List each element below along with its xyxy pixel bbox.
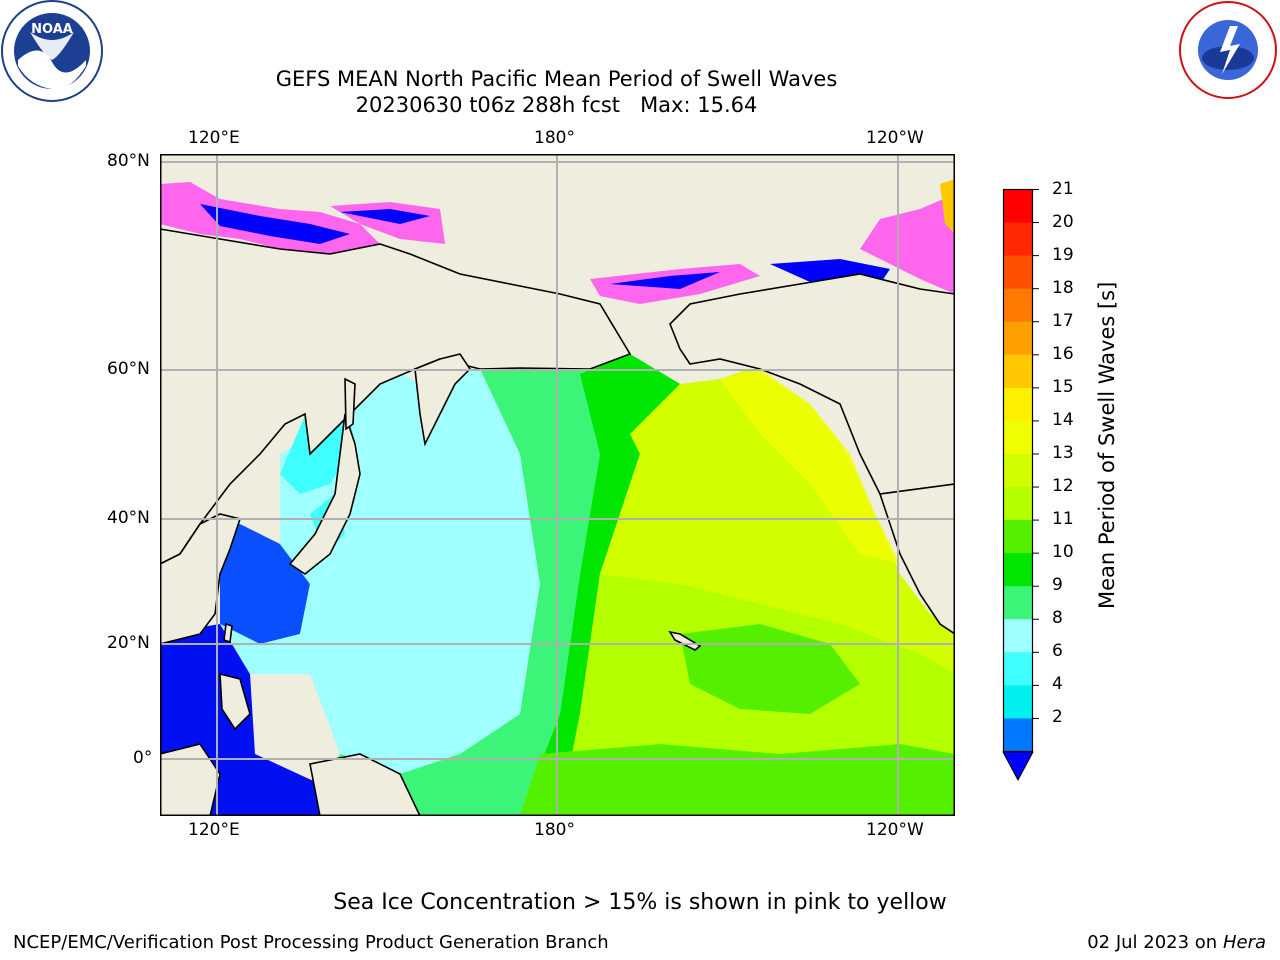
colorbar-segment: [1003, 420, 1033, 455]
colorbar: [1002, 188, 1039, 782]
colorbar-segment: [1003, 652, 1033, 686]
colorbar-segment: [1003, 189, 1033, 224]
colorbar-label: Mean Period of Swell Waves [s]: [1095, 281, 1119, 609]
colorbar-tick-label: 2: [1052, 707, 1063, 728]
colorbar-segment: [1003, 222, 1033, 257]
colorbar-segment: [1003, 453, 1033, 488]
footer-right: 02 Jul 2023 on Hera: [1087, 932, 1266, 953]
colorbar-segment: [1003, 354, 1033, 389]
colorbar-segment: [1003, 487, 1033, 521]
lon-tick-top-120e: 120°E: [188, 128, 240, 148]
colorbar-tick-label: 9: [1052, 575, 1063, 596]
colorbar-tick-label: 13: [1052, 442, 1074, 463]
lat-tick-20n: 20°N: [107, 633, 150, 653]
colorbar-extend-arrow: [1002, 751, 1034, 782]
colorbar-tick-label: 11: [1052, 509, 1074, 530]
colorbar-segment: [1003, 553, 1033, 587]
nws-logo-icon: [1179, 1, 1277, 99]
colorbar-tick-label: 15: [1052, 376, 1074, 397]
lon-tick-bottom-120e: 120°E: [188, 820, 240, 840]
noaa-logo-icon: NOAA: [1, 0, 103, 102]
colorbar-segment: [1003, 387, 1033, 422]
colorbar-tick-label: 12: [1052, 476, 1074, 497]
noaa-logo-text: NOAA: [31, 22, 73, 37]
map-frame: [160, 154, 955, 816]
footer-machine: Hera: [1222, 932, 1266, 953]
colorbar-tick-label: 19: [1052, 244, 1074, 265]
colorbar-segment: [1003, 718, 1033, 752]
colorbar-tick-label: 18: [1052, 277, 1074, 298]
footer-date: 02 Jul 2023 on: [1087, 932, 1223, 953]
lat-tick-0: 0°: [133, 748, 153, 768]
colorbar-segment: [1003, 321, 1033, 356]
colorbar-tick-label: 6: [1052, 641, 1063, 662]
colorbar-tick-label: 14: [1052, 409, 1074, 430]
lon-tick-bottom-120w: 120°W: [866, 820, 924, 840]
lon-tick-bottom-180: 180°: [534, 820, 575, 840]
colorbar-segment: [1003, 685, 1033, 719]
map-gridlines: [160, 154, 955, 816]
colorbar-segment: [1003, 288, 1033, 323]
sea-ice-note: Sea Ice Concentration > 15% is shown in …: [333, 890, 947, 915]
colorbar-tick-marks: [1032, 189, 1039, 719]
colorbar-frame: [1002, 188, 1034, 753]
sea-ice-field: [160, 179, 955, 304]
land-masses: [160, 228, 955, 816]
lat-tick-40n: 40°N: [107, 508, 150, 528]
map-plot: [160, 154, 955, 816]
footer-left: NCEP/EMC/Verification Post Processing Pr…: [13, 932, 609, 953]
swell-period-field: [160, 334, 955, 816]
colorbar-segment: [1003, 520, 1033, 554]
lon-tick-top-120w: 120°W: [866, 128, 924, 148]
colorbar-tick-label: 8: [1052, 608, 1063, 629]
chart-title-line1: GEFS MEAN North Pacific Mean Period of S…: [275, 67, 838, 91]
colorbar-segment: [1003, 586, 1033, 620]
colorbar-tick-label: 17: [1052, 310, 1074, 331]
chart-title-line2: 20230630 t06z 288h fcst Max: 15.64: [355, 93, 758, 117]
colorbar-tick-label: 20: [1052, 211, 1074, 232]
lat-tick-80n: 80°N: [107, 151, 150, 171]
colorbar-segments: [1003, 189, 1033, 752]
colorbar-segment: [1003, 255, 1033, 290]
lon-tick-top-180: 180°: [534, 128, 575, 148]
lat-tick-60n: 60°N: [107, 359, 150, 379]
colorbar-tick-label: 21: [1052, 178, 1074, 199]
colorbar-tick-label: 10: [1052, 542, 1074, 563]
colorbar-tick-label: 16: [1052, 343, 1074, 364]
colorbar-segment: [1003, 619, 1033, 653]
colorbar-tick-label: 4: [1052, 674, 1063, 695]
